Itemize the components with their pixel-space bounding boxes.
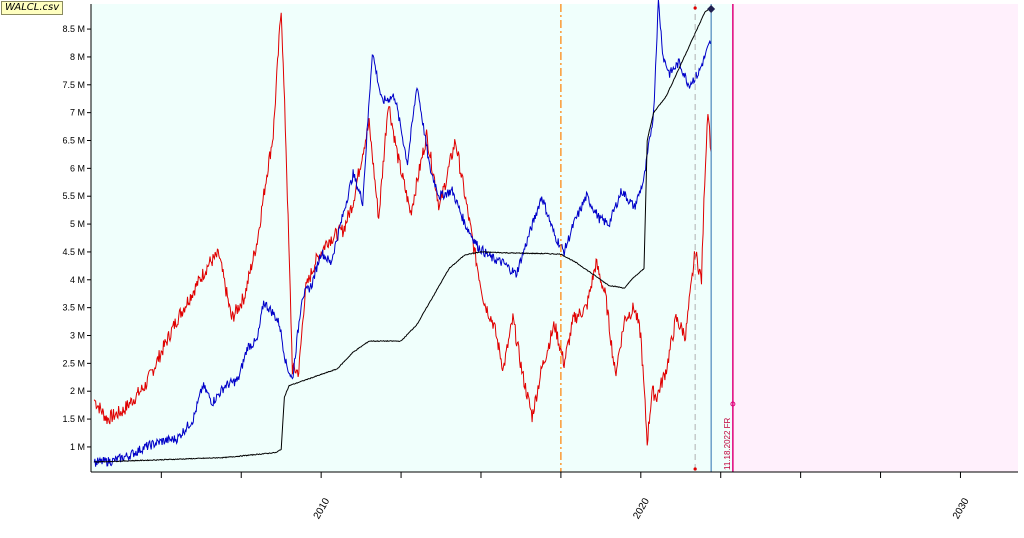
y-tick-label: 6.5 M <box>62 136 85 146</box>
series-line-3 <box>94 6 712 463</box>
y-tick-label: 2 M <box>70 386 85 396</box>
y-tick-label: 5 M <box>70 219 85 229</box>
last-date-label: 11.18.2022 FR <box>723 417 732 470</box>
x-tick-label: 2030 <box>951 496 972 521</box>
last-date-dot <box>730 401 736 407</box>
y-tick-label: 6 M <box>70 163 85 173</box>
history-background <box>91 4 733 472</box>
x-axis: 2010 2020 2030 <box>160 472 972 521</box>
y-tick-label: 4.5 M <box>62 247 85 257</box>
marker-layer: 11.18.2022 FR <box>560 4 736 472</box>
y-tick-label: 8.5 M <box>62 24 85 34</box>
y-tick-label: 5.5 M <box>62 191 85 201</box>
y-tick-label: 2.5 M <box>62 358 85 368</box>
x-tick-label: 2020 <box>631 496 652 521</box>
top-marker-dot <box>693 6 697 10</box>
y-tick-label: 8 M <box>70 52 85 62</box>
file-label: WALCL.csv <box>1 1 64 15</box>
y-tick-label: 7.5 M <box>62 80 85 90</box>
y-tick-label: 3 M <box>70 331 85 341</box>
y-tick-label: 4 M <box>70 275 85 285</box>
series-line-1 <box>93 12 712 446</box>
y-tick-label: 1.5 M <box>62 414 85 424</box>
series-layer <box>93 0 712 467</box>
x-tick-label: 2010 <box>312 496 333 521</box>
y-tick-label: 7 M <box>70 108 85 118</box>
y-axis: 1 M 1.5 M 2 M 2.5 M 3 M 3.5 M 4 M 4.5 M 5 M 5.5 M… <box>62 24 91 452</box>
last-data-marker <box>707 5 716 13</box>
bottom-marker-dot <box>693 467 697 471</box>
future-background <box>732 4 1018 472</box>
y-tick-label: 3.5 M <box>62 303 85 313</box>
y-tick-label: 1 M <box>70 442 85 452</box>
series-line-2 <box>93 0 712 467</box>
